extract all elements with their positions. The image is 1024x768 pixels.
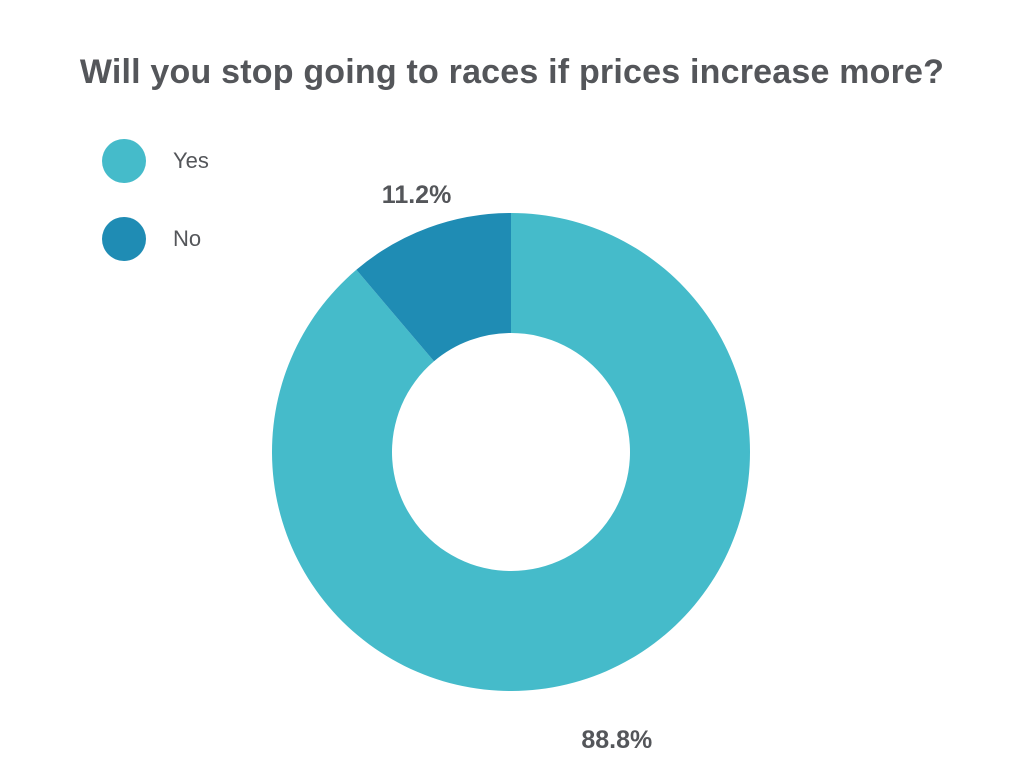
legend-swatch-yes-icon [102, 139, 146, 183]
legend-label-yes: Yes [173, 148, 209, 173]
slice-no [356, 213, 511, 362]
slice-label-yes: 88.8% [581, 726, 652, 754]
legend-item-no: No [102, 217, 209, 261]
slice-yes [272, 213, 750, 691]
chart-title: Will you stop going to races if prices i… [79, 53, 945, 91]
legend-item-yes: Yes [102, 139, 209, 183]
legend-label-no: No [173, 226, 202, 251]
slice-label-no: 11.2% [382, 181, 452, 209]
legend-swatch-no-icon [102, 217, 146, 261]
legend: Yes No [102, 139, 209, 261]
